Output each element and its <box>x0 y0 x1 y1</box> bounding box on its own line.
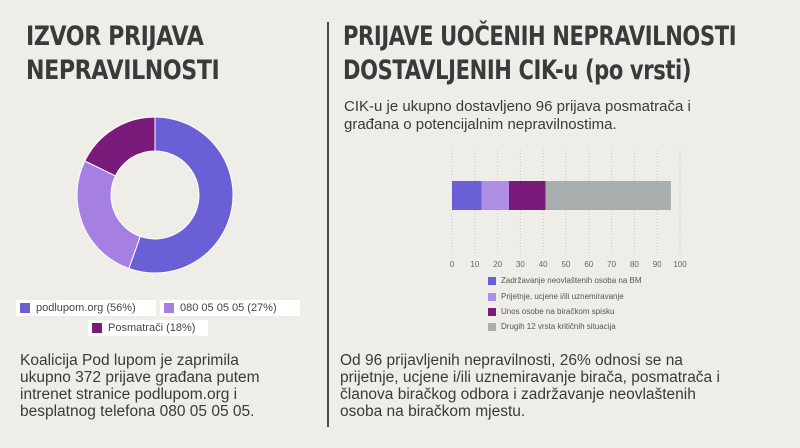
donut-slice <box>84 116 156 177</box>
bar-segment <box>509 181 546 210</box>
right-text-line-1: Od 96 prijavljenih nepravilnosti, 26% od… <box>340 352 683 369</box>
x-tick-label: 40 <box>539 260 548 269</box>
x-tick-label: 100 <box>673 260 687 269</box>
right-text-line-3: članova biračkog odbora i zadržavanje ne… <box>340 386 696 403</box>
x-tick-label: 10 <box>470 260 479 269</box>
legend-label: Prijetnje, ucjene i/ili uznemiravanje <box>501 292 624 301</box>
legend-label: Unos osobe na biračkom spisku <box>501 307 615 316</box>
left-text-line-4: besplatnog telefona 080 05 05 05. <box>20 403 255 420</box>
right-text-line-2: prijetnje, ucjene i/ili uznemiravanje bi… <box>340 369 720 386</box>
x-tick-label: 90 <box>653 260 662 269</box>
left-text-line-2: ukupno 372 prijave građana putem <box>20 369 260 386</box>
column-divider <box>327 22 329 427</box>
x-tick-label: 70 <box>607 260 616 269</box>
donut-slice <box>128 116 234 274</box>
x-tick-label: 50 <box>562 260 571 269</box>
bar-segment <box>452 181 482 210</box>
legend-label: Zadržavanje neovlaštenih osoba na BM <box>501 276 642 285</box>
x-tick-label: 80 <box>630 260 639 269</box>
bar-legend-item: Prijetnje, ucjene i/ili uznemiravanje <box>488 292 624 301</box>
x-tick-label: 0 <box>450 260 455 269</box>
bar-chart-intro: CIK-u je ukupno dostavljeno 96 prijava p… <box>344 98 789 134</box>
legend-swatch <box>92 323 102 333</box>
irregularities-bar-chart: 0 10 20 30 40 50 60 70 80 90 100 <box>450 150 687 269</box>
intro-line-2: građana o potencijalnim nepravilnostima. <box>344 116 617 133</box>
source-donut-chart <box>76 116 234 274</box>
legend-label: Posmatrači (18%) <box>108 322 196 334</box>
x-tick-label: 60 <box>584 260 593 269</box>
donut-slice <box>76 160 141 270</box>
right-title: PRIJAVE UOČENIH NEPRAVILNOSTI DOSTAVLJEN… <box>343 20 737 88</box>
legend-label: podlupom.org (56%) <box>36 302 136 314</box>
left-text-line-3: intrenet stranice podlupom.org i <box>20 386 238 403</box>
x-tick-label: 30 <box>516 260 525 269</box>
right-title-line-2: DOSTAVLJENIH CIK-u (po vrsti) <box>343 55 692 86</box>
bar-legend-item: Zadržavanje neovlaštenih osoba na BM <box>488 276 642 285</box>
legend-swatch <box>20 303 30 313</box>
bar-segment <box>481 181 509 210</box>
right-description: Od 96 prijavljenih nepravilnosti, 26% od… <box>340 352 785 420</box>
pie-legend-item: Posmatrači (18%) <box>88 320 208 336</box>
intro-line-1: CIK-u je ukupno dostavljeno 96 prijava p… <box>344 98 691 115</box>
left-title-line-2: NEPRAVILNOSTI <box>26 55 220 86</box>
legend-label: 080 05 05 05 (27%) <box>180 302 277 314</box>
bar-legend-item: Drugih 12 vrsta kritičnih situacija <box>488 322 616 331</box>
legend-swatch <box>488 322 496 331</box>
x-tick-label: 20 <box>493 260 502 269</box>
legend-swatch <box>488 292 496 301</box>
pie-legend-item: 080 05 05 05 (27%) <box>160 300 300 316</box>
bar-legend-item: Unos osobe na biračkom spisku <box>488 307 614 316</box>
legend-label: Drugih 12 vrsta kritičnih situacija <box>501 322 616 331</box>
right-text-line-4: osoba na biračkom mjestu. <box>340 403 526 420</box>
bar-segment <box>545 181 671 210</box>
legend-swatch <box>488 276 496 285</box>
left-description: Koalicija Pod lupom je zaprimila ukupno … <box>20 352 320 420</box>
left-title-line-1: IZVOR PRIJAVA <box>26 21 204 52</box>
legend-swatch <box>164 303 174 313</box>
left-title: IZVOR PRIJAVA NEPRAVILNOSTI <box>26 20 220 88</box>
right-title-line-1: PRIJAVE UOČENIH NEPRAVILNOSTI <box>343 21 737 52</box>
legend-swatch <box>488 307 496 316</box>
pie-legend-item: podlupom.org (56%) <box>16 300 156 316</box>
left-text-line-1: Koalicija Pod lupom je zaprimila <box>20 352 239 369</box>
